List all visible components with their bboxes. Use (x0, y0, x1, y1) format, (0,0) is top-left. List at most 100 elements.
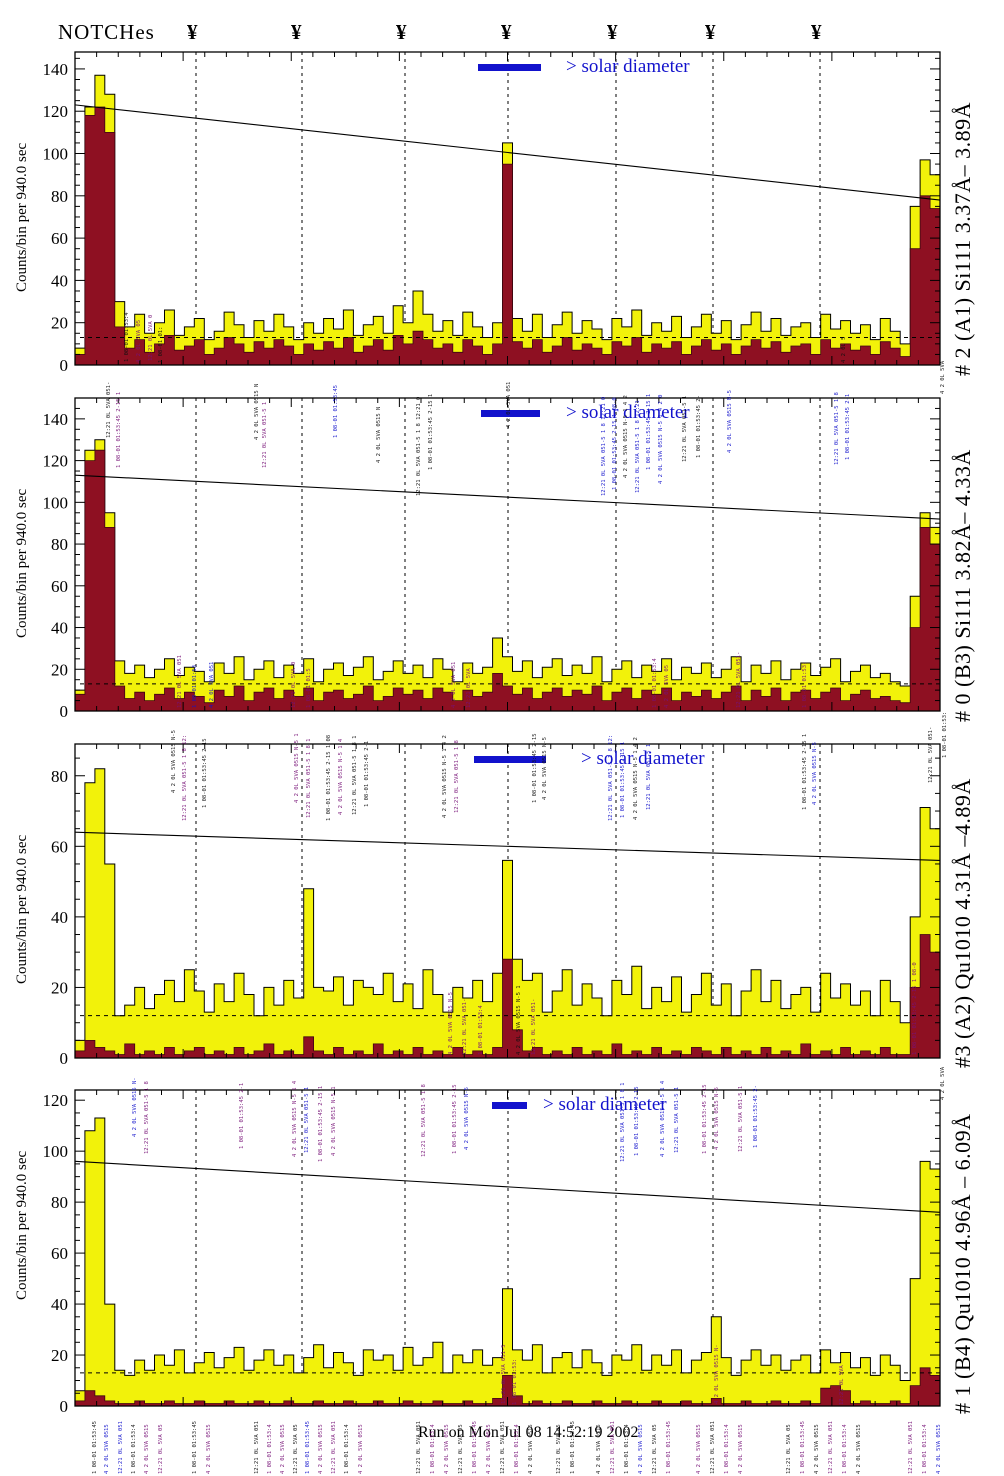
annotation-column: 1 08-01 01:53:45 (800, 1421, 806, 1474)
annotation-column: 12:21 0L 5VA 051-5 1 8 (454, 740, 460, 813)
y-tick-label: 60 (51, 1244, 68, 1263)
run-timestamp: Run on Mon Jul 08 14:52:19 2002 (418, 1424, 639, 1441)
y-tick-label: 60 (51, 577, 68, 596)
y-tick-label: 80 (51, 1193, 68, 1212)
annotation-column: 1 08-01 01:53:45 2-15 (702, 1084, 708, 1154)
annotation-column: 12:21 0L 5VA 051-5 1 8 12:21 0 (416, 396, 422, 496)
annotation-column: 1 08-01 01:53:4 (124, 312, 130, 362)
annotation-column: 4 2 0L 5VA 0515 N-5 1 4 2 (633, 737, 639, 820)
annotation-column: 1 08-01 01:53: (802, 661, 808, 708)
y-axis-label-panel4: Counts/bin per 940.0 sec (14, 1150, 30, 1300)
annotation-column: 1 08-01 01:53:4 (478, 1005, 484, 1055)
annotation-column: 4 2 0L 5VA (940, 1066, 946, 1100)
solar-diameter-label-panel3: > solar diameter (581, 748, 705, 769)
annotation-column: 1 08-01 01:53:4 (624, 1424, 630, 1474)
annotation-column: 12:21 0L 5VA 051- (462, 998, 468, 1055)
annotation-column: 12:21 0L 5VA 051-5 1 8 12: (608, 734, 614, 821)
y-tick-label: 100 (43, 1142, 69, 1161)
annotation-column: 12:21 0L 5VA 05 (652, 1424, 658, 1474)
panel3-channel-label: #3 (A2) Qu1010 4.31Å –4.89Å (950, 778, 975, 1068)
annotation-column: 1 08-01 01:53:45 2-15 (634, 1086, 640, 1156)
annotation-column: 1 08-01 01:53: (942, 711, 948, 758)
solar-diameter-label-panel1: > solar diameter (566, 56, 690, 77)
annotation-column: 12:21 0L 5VA 051-5 1 8 (421, 1084, 427, 1157)
notch-symbol: ¥ (501, 20, 512, 44)
annotation-column: 4 2 0L 5VA 0515 (814, 1424, 820, 1474)
annotation-column: 4 2 0L 5VA (940, 360, 946, 394)
annotation-column: 12:21 0L 5VA 051 (118, 1421, 124, 1474)
annotation-column: 12:21 0L 5VA 051-5 1 8 (834, 392, 840, 465)
annotation-column: 12:21 0L 5VA 051-5 (501, 1344, 507, 1404)
annotation-column: 4 2 0L 5VA 0515 (144, 1424, 150, 1474)
annotation-column: 4 2 0L 5VA 0515 N-5 (727, 390, 733, 453)
annotation-column: 1 08-01 01:53:45 (92, 1421, 98, 1474)
annotation-column: 4 2 0L 5VA 0515 (318, 1424, 324, 1474)
notch-symbol: ¥ (607, 20, 618, 44)
panel4-channel-label: # 1 (B4) Qu1010 4.96Å – 6.09Å (950, 1113, 975, 1415)
annotation-column: 12:21 0L 5VA 05 (786, 1424, 792, 1474)
annotation-column: 12:21 0L 5VA 051 (828, 1421, 834, 1474)
annotation-column: 1 08-01 01:53:45 2-15 (452, 1084, 458, 1154)
annotation-column: 4 2 0L 5VA 0515 N-5 1 (331, 1086, 337, 1156)
annotation-column: 4 2 0L 5VA 0515 (696, 1424, 702, 1474)
annotation-column: 4 2 0L 5VA 0515 N (376, 406, 382, 463)
annotation-column: 4 2 0L 5VA 0515 (638, 1424, 644, 1474)
annotation-column: 12:21 0L 5VA 051- (106, 381, 112, 438)
annotation-column: 1 08-01 01:53:45 2- (696, 395, 702, 458)
annotation-column: 4 2 0L 5VA 0515 (738, 1424, 744, 1474)
annotation-column: 4 2 0L 5VA 0515 (596, 1424, 602, 1474)
annotation-column: 1 08-01 01:53:45 2-15 1 (802, 733, 808, 810)
annotation-column: 1 08-01 01:53:45 (570, 1421, 576, 1474)
annotation-column: 12:21 0L 5VA 051-5 1 8 1 (306, 738, 312, 818)
annotation-column: 1 08-01 01:53:4 (842, 1424, 848, 1474)
annotation-column: 12:21 0L 5VA 051-5 1 8 12:21 0 (601, 396, 607, 496)
y-tick-label: 40 (51, 908, 68, 927)
annotation-column: 12:21 0L 5VA 051- (928, 726, 934, 783)
annotation-column: 12:21 0L 5VA 051 (710, 1421, 716, 1474)
annotation-column: 4 2 0L 5VA 0515 N-5 1 (516, 985, 522, 1055)
annotation-column: 1 08-01 01:53:45 (333, 385, 339, 438)
annotation-column: 1 08-01 01:53:45 2-15 1 (646, 393, 652, 470)
annotation-column: 1 08-01 01:53:4 (131, 1424, 137, 1474)
annotation-column: 12:21 0L 5VA 051 (177, 655, 183, 708)
y-tick-label: 0 (60, 1049, 69, 1068)
annotation-column: 12:21 0L 5VA 051 (610, 1421, 616, 1474)
y-tick-label: 20 (51, 314, 68, 333)
annotation-column: 4 2 0L 5VA 0515 (280, 1424, 286, 1474)
annotation-column: 1 08-01 01:53:4 (922, 1424, 928, 1474)
y-tick-label: 20 (51, 660, 68, 679)
annotation-column: 12:21 0L 5VA 051-5 1 (646, 743, 652, 810)
y-tick-label: 140 (43, 60, 69, 79)
annotation-column: 12:21 0L 5VA 051 (416, 1421, 422, 1474)
annotation-column: 4 2 0L 5VA 0515 (856, 1424, 862, 1474)
annotation-column: 4 2 0L 5VA 0515 (358, 1424, 364, 1474)
annotation-column: 1 08-01 01:53:4 (344, 1424, 350, 1474)
annotation-column: 4 2 0L 5VA 051 (451, 661, 457, 708)
annotation-column: 12:21 0L 5VA 051- (531, 998, 537, 1055)
y-axis-label-panel1: Counts/bin per 940.0 sec (14, 142, 30, 292)
annotation-column: 4 2 0L 5VA 0515 N-5 (542, 737, 548, 800)
annotation-column: 1 08-01 01:53:45 2-1 (364, 740, 370, 807)
annotation-column: 1 08-01 01:53:45 2- (753, 1085, 759, 1148)
y-axis-label-panel2: Counts/bin per 940.0 sec (14, 488, 30, 638)
annotation-column: 1 08-01 01:53:45 2-15 1 08-0 (612, 397, 618, 490)
annotation-column: 12:21 0L 5VA 051 (500, 1421, 506, 1474)
y-tick-label: 80 (51, 767, 68, 786)
annotation-column: 4 2 0L 5VA 0515 N-5 1 4 2 (442, 735, 448, 818)
annotation-column: 12:21 0L 5VA 051-5 1 (674, 1086, 680, 1153)
annotation-column: 4 2 0L 5VA 0515 N-5 (448, 992, 454, 1055)
annotation-column: 12:21 0L 5VA (466, 668, 472, 708)
solar-diameter-label-panel2: > solar diameter (566, 402, 690, 423)
annotation-column: 4 2 0L 5 (841, 336, 847, 364)
annotation-column: 4 2 0L 5VA 0515 N-5 (171, 730, 177, 793)
annotation-column: 1 08-01 01:53:45 2-15 1 (116, 391, 122, 468)
y-tick-label: 40 (51, 619, 68, 638)
annotation-column: 1 08-01 01:53:4 (652, 658, 658, 708)
annotation-column: 4 2 0L 5VA 0515 (206, 1424, 212, 1474)
y-tick-label: 60 (51, 229, 68, 248)
annotation-column: 1 08-01 01:53:45 2-15 1 (620, 741, 626, 818)
page-title: NOTCHes (58, 20, 155, 44)
y-tick-label: 60 (51, 837, 68, 856)
